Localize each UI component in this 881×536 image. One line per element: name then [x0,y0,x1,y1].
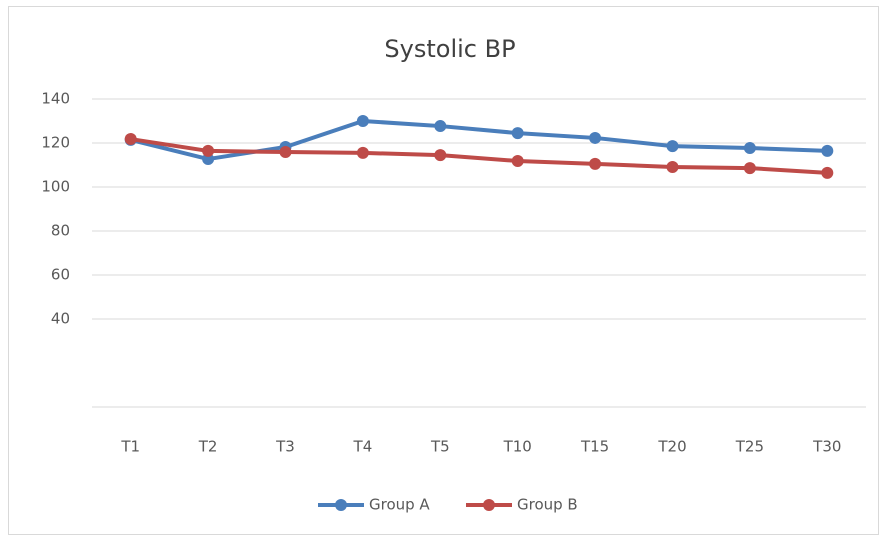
data-point [743,162,756,175]
x-tick-label: T15 [580,438,609,456]
legend-label: Group A [369,496,430,514]
data-point [589,131,602,144]
x-tick-label: T2 [198,438,218,456]
series-line [130,137,828,175]
data-point [666,140,679,153]
data-point [356,115,369,127]
legend-marker [483,499,495,511]
legend-marker [335,499,347,511]
data-point [821,144,834,157]
data-point [279,146,292,159]
legend-label: Group B [517,496,578,514]
x-tick-label: T20 [657,438,686,456]
x-tick-label: T10 [503,438,532,456]
y-tick-label: 60 [51,266,70,284]
data-point [821,166,834,179]
data-point [511,127,524,140]
data-point [356,146,369,159]
data-point [434,149,447,162]
y-tick-label: 100 [41,178,70,196]
y-tick-label: 140 [41,90,70,108]
y-tick-label: 120 [41,134,70,152]
chart-border [8,6,879,535]
x-tick-label: T5 [430,438,450,456]
x-tick-label: T25 [735,438,764,456]
y-tick-label: 40 [51,310,70,328]
x-tick-label: T4 [353,438,373,456]
data-point [202,144,215,157]
x-tick-label: T3 [275,438,295,456]
x-tick-label: T1 [120,438,140,456]
data-point [666,160,679,173]
data-point [743,142,756,155]
data-point [124,133,137,146]
data-point [434,120,447,133]
data-point [589,157,602,170]
chart-title: Systolic BP [384,35,515,63]
data-point [511,155,524,168]
y-tick-label: 80 [51,222,70,240]
x-tick-label: T30 [812,438,841,456]
